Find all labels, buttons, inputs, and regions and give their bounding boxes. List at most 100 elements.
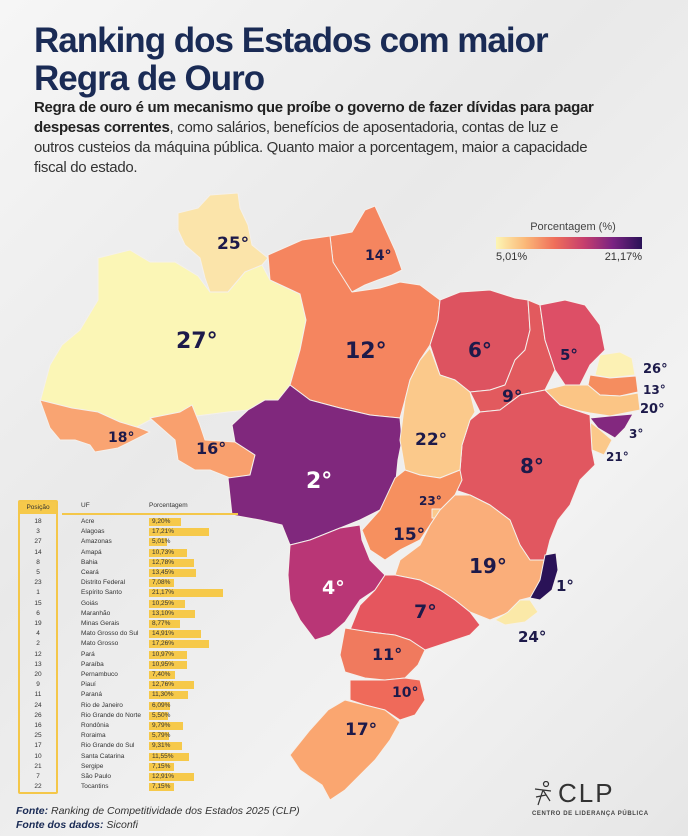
row-bar	[149, 752, 190, 761]
map-label-ES: 1°	[556, 577, 574, 595]
row-position: 3	[36, 528, 40, 536]
description: Regra de ouro é um mecanismo que proíbe …	[34, 98, 594, 178]
table-row: 12 Pará 10,97%	[18, 650, 238, 660]
row-percent: 6,09%	[152, 701, 171, 709]
row-percent: 12,76%	[152, 681, 175, 689]
row-uf: Tocantins	[81, 783, 109, 791]
row-uf: Piauí	[81, 681, 96, 689]
state-TO[interactable]	[399, 347, 476, 479]
row-percent: 5,79%	[152, 732, 171, 740]
map-label-RS: 17°	[345, 720, 377, 740]
row-percent: 7,15%	[152, 762, 171, 770]
map-label-CE: 5°	[560, 346, 578, 364]
state-MG[interactable]	[394, 494, 551, 621]
state-MT[interactable]	[227, 384, 403, 546]
state-SP[interactable]	[349, 574, 481, 651]
description-bold: Regra de ouro é um mecanismo que proíbe …	[34, 99, 594, 136]
row-bar	[149, 609, 195, 618]
header-uf: UF	[81, 502, 90, 509]
table-row: 7 São Paulo 12,91%	[18, 772, 238, 782]
state-PR[interactable]	[339, 627, 426, 681]
state-AC[interactable]	[39, 399, 151, 453]
row-uf: São Paulo	[81, 773, 111, 780]
row-percent: 5,50%	[152, 711, 171, 719]
row-percent: 10,95%	[152, 660, 175, 668]
row-position: 1	[36, 589, 40, 597]
row-bar	[149, 558, 194, 567]
header-percent: Porcentagem	[149, 502, 188, 509]
row-bar	[149, 783, 174, 792]
map-label-TO: 22°	[415, 430, 447, 450]
row-bar	[149, 691, 189, 700]
row-bar	[149, 773, 195, 781]
row-percent: 21,17%	[152, 589, 175, 597]
map-label-AC: 18°	[108, 430, 134, 446]
table-row: 18 Acre 9,20%	[18, 517, 238, 527]
clp-logo: CLP CENTRO DE LIDERANÇA PÚBLICA	[532, 778, 662, 817]
legend-min-label: 5,01%	[496, 251, 528, 263]
row-position: 9	[36, 681, 40, 689]
position-column-box: Posição	[18, 500, 58, 794]
row-uf: Mato Grosso	[81, 640, 119, 648]
map-label-PR: 11°	[372, 645, 402, 664]
row-bar	[149, 681, 194, 690]
row-position: 5	[36, 569, 40, 576]
row-bar	[149, 528, 210, 537]
state-MS[interactable]	[287, 524, 386, 641]
row-position: 13	[34, 660, 42, 668]
description-rest: , como salários, benefícios de aposentad…	[34, 119, 588, 176]
map-label-MA: 6°	[468, 338, 492, 362]
table-row: 5 Ceará 13,45%	[18, 568, 238, 578]
row-percent: 10,73%	[152, 548, 175, 556]
source-label: Fonte:	[16, 805, 49, 817]
row-uf: Goiás	[81, 599, 98, 607]
map-label-AL: 3°	[629, 427, 643, 441]
table-row: 1 Espírito Santo 21,17%	[18, 588, 238, 598]
map-label-RO: 16°	[196, 439, 226, 458]
row-position: 15	[34, 599, 42, 607]
logo-text: CLP	[558, 778, 615, 808]
state-RS[interactable]	[289, 699, 401, 801]
row-bar	[149, 620, 180, 628]
map-label-DF: 23°	[419, 494, 442, 508]
row-bar	[149, 650, 188, 659]
row-percent: 13,10%	[152, 609, 175, 617]
row-uf: Paraíba	[81, 660, 104, 668]
row-uf: Alagoas	[81, 528, 105, 536]
row-percent: 9,31%	[152, 742, 171, 750]
row-uf: Ceará	[81, 569, 99, 576]
row-uf: Mato Grosso do Sul	[81, 630, 139, 638]
legend-max-label: 21,17%	[604, 251, 642, 263]
row-percent: 5,01%	[152, 538, 171, 546]
map-label-SC: 10°	[392, 685, 418, 701]
map-label-AP: 14°	[365, 248, 391, 264]
row-uf: Sergipe	[81, 762, 104, 770]
row-bar	[149, 711, 169, 720]
state-RJ[interactable]	[494, 599, 539, 626]
logo-subtitle: CENTRO DE LIDERANÇA PÚBLICA	[532, 811, 649, 817]
state-RR[interactable]	[177, 192, 269, 293]
row-bar	[149, 701, 171, 710]
state-CE[interactable]	[539, 299, 606, 386]
row-uf: Pernambuco	[81, 671, 118, 678]
row-position: 17	[34, 742, 42, 750]
row-bar	[149, 599, 185, 608]
row-position: 14	[34, 548, 42, 556]
row-position: 18	[34, 518, 42, 525]
state-RN[interactable]	[594, 351, 636, 379]
header-position: Posição	[20, 502, 56, 514]
row-uf: Espírito Santo	[81, 589, 122, 597]
row-bar	[149, 660, 188, 669]
map-label-MS: 4°	[322, 577, 345, 599]
row-percent: 14,91%	[152, 630, 175, 638]
row-bar	[149, 548, 187, 557]
row-percent: 12,78%	[152, 558, 175, 566]
row-uf: Paraná	[81, 691, 102, 699]
state-ES[interactable]	[529, 552, 559, 601]
map-label-GO: 15°	[393, 525, 425, 545]
table-row: 23 Distrito Federal 7,08%	[18, 578, 238, 588]
table-row: 17 Rio Grande do Sul 9,31%	[18, 741, 238, 751]
row-percent: 8,77%	[152, 620, 171, 627]
map-label-SP: 7°	[414, 601, 437, 623]
row-position: 2	[36, 640, 40, 648]
